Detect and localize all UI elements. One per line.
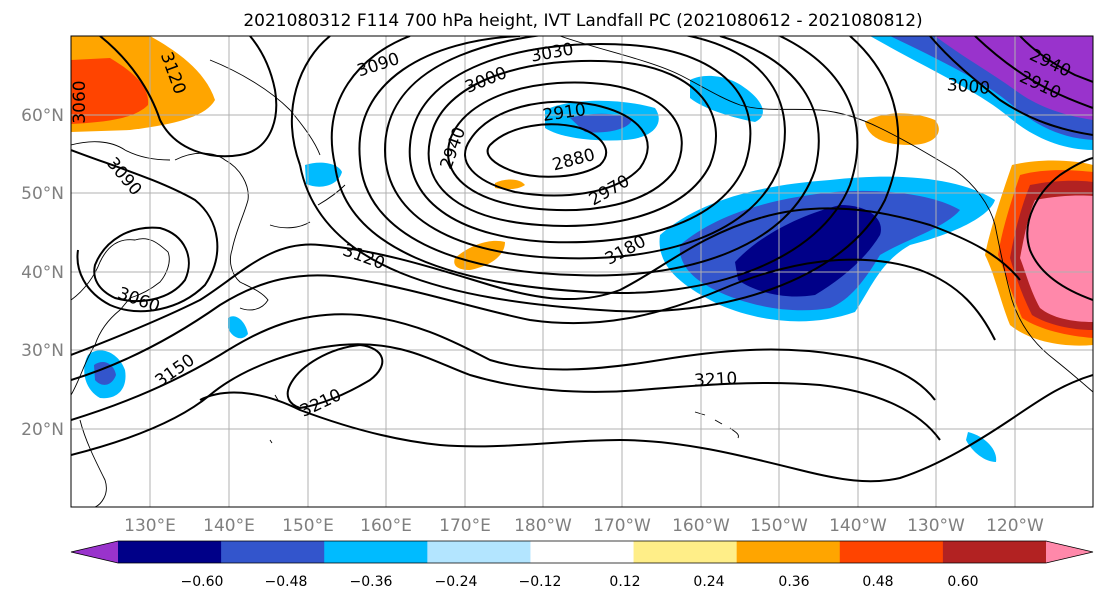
ivt-shading xyxy=(71,36,1093,462)
lat-label: 50°N xyxy=(21,184,64,204)
ivt-positive-california-core xyxy=(1020,195,1093,322)
lon-label: 140°W xyxy=(829,516,887,536)
lat-label: 40°N xyxy=(21,263,64,283)
colorbar-tick-label: −0.48 xyxy=(265,574,308,590)
ivt-negative-japan xyxy=(228,316,248,339)
contour-label: 3060 xyxy=(70,80,90,123)
map-frame xyxy=(70,35,1094,508)
colorbar-swatch xyxy=(530,541,635,563)
lon-label: 150°W xyxy=(750,516,808,536)
colorbar xyxy=(70,540,1094,564)
lon-label: 120°W xyxy=(986,516,1044,536)
lon-label: 140°E xyxy=(203,516,255,536)
ivt-negative-bering-core xyxy=(570,113,632,133)
colorbar-extend-max xyxy=(1046,541,1093,563)
lat-label: 20°N xyxy=(21,420,64,440)
colorbar-outline xyxy=(70,540,1094,564)
colorbar-swatch xyxy=(324,541,428,563)
colorbar-swatch xyxy=(942,541,1047,563)
lat-labels: 60°N 50°N 40°N 30°N 20°N xyxy=(21,106,64,440)
lon-label: 150°E xyxy=(282,516,334,536)
ivt-positive-midpacific xyxy=(454,240,505,270)
colorbar-tick-label: −0.12 xyxy=(519,574,562,590)
colorbar-tick-label: 0.24 xyxy=(693,574,724,590)
ivt-negative-gulf-core xyxy=(935,36,1093,120)
map-panel: 3120 3090 3060 3060 3090 3030 3000 2940 … xyxy=(70,36,1093,507)
ivt-negative-kamchatka xyxy=(305,162,342,187)
ivt-negative-china-core xyxy=(94,361,116,385)
lon-label: 130°E xyxy=(124,516,176,536)
lat-label: 60°N xyxy=(21,106,64,126)
colorbar-tick-label: −0.60 xyxy=(181,574,224,590)
height-contours xyxy=(71,36,1093,483)
colorbar-tick-label: 0.12 xyxy=(609,574,640,590)
colorbar-tick-label: −0.24 xyxy=(435,574,478,590)
colorbar-swatch xyxy=(118,541,222,563)
coastlines xyxy=(71,36,1093,507)
lon-label: 130°W xyxy=(907,516,965,536)
colorbar-swatch xyxy=(633,541,738,563)
colorbar-tick-label: 0.60 xyxy=(947,574,978,590)
lon-label: 160°E xyxy=(360,516,412,536)
ivt-positive-bc xyxy=(865,113,939,145)
figure-title: 2021080312 F114 700 hPa height, IVT Land… xyxy=(243,11,922,31)
colorbar-extend-min xyxy=(71,541,118,563)
lon-label: 160°W xyxy=(672,516,730,536)
lon-labels: 130°E 140°E 150°E 160°E 170°E 180°W 170°… xyxy=(124,516,1044,536)
ivt-positive-asia-north-core xyxy=(71,58,149,124)
colorbar-swatch xyxy=(221,541,325,563)
colorbar-tick-label: −0.36 xyxy=(350,574,393,590)
colorbar-swatch xyxy=(839,541,944,563)
lon-label: 180°W xyxy=(514,516,572,536)
contour-label: 3000 xyxy=(946,75,991,99)
ivt-positive-small xyxy=(495,179,525,190)
contour-label: 3210 xyxy=(694,369,738,391)
colorbar-swatch xyxy=(427,541,531,563)
ivt-negative-pacific-core xyxy=(735,205,881,297)
lat-label: 30°N xyxy=(21,341,64,361)
colorbar-ticks: −0.60 −0.48 −0.36 −0.24 −0.12 0.12 0.24 … xyxy=(181,574,979,590)
lon-label: 170°E xyxy=(439,516,491,536)
colorbar-tick-label: 0.48 xyxy=(862,574,893,590)
ivt-negative-hawaii-east xyxy=(966,432,997,462)
lon-label: 170°W xyxy=(593,516,651,536)
colorbar-swatch xyxy=(736,541,841,563)
colorbar-tick-label: 0.36 xyxy=(778,574,809,590)
